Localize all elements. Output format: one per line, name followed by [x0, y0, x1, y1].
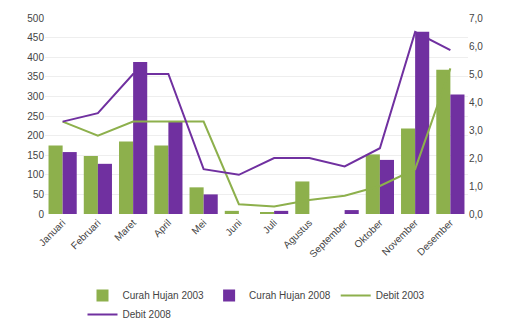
svg-text:November: November — [380, 217, 421, 258]
svg-text:September: September — [307, 217, 350, 260]
svg-text:Juli: Juli — [261, 217, 279, 235]
svg-text:April: April — [151, 217, 173, 239]
svg-text:6,0: 6,0 — [469, 41, 483, 52]
svg-text:Curah Hujan 2008: Curah Hujan 2008 — [249, 290, 331, 301]
svg-text:3,0: 3,0 — [469, 125, 483, 136]
svg-text:450: 450 — [27, 32, 44, 43]
svg-text:200: 200 — [27, 130, 44, 141]
svg-text:50: 50 — [33, 189, 45, 200]
svg-text:1,0: 1,0 — [469, 181, 483, 192]
svg-text:Februari: Februari — [69, 217, 103, 251]
svg-text:Maret: Maret — [112, 217, 138, 243]
svg-text:350: 350 — [27, 71, 44, 82]
svg-text:400: 400 — [27, 52, 44, 63]
svg-text:0: 0 — [38, 209, 44, 220]
svg-text:500: 500 — [27, 13, 44, 24]
svg-text:Debit 2003: Debit 2003 — [376, 290, 425, 301]
svg-text:0,0: 0,0 — [469, 209, 483, 220]
svg-text:Oktober: Oktober — [352, 217, 385, 250]
svg-text:250: 250 — [27, 111, 44, 122]
svg-text:Curah Hujan 2003: Curah Hujan 2003 — [123, 290, 205, 301]
svg-text:2,0: 2,0 — [469, 153, 483, 164]
svg-text:Debit 2008: Debit 2008 — [123, 309, 172, 320]
svg-text:300: 300 — [27, 91, 44, 102]
svg-text:Juni: Juni — [223, 217, 244, 238]
svg-text:4,0: 4,0 — [469, 97, 483, 108]
svg-text:Januari: Januari — [37, 217, 68, 248]
svg-text:Desember: Desember — [415, 217, 456, 258]
svg-text:7,0: 7,0 — [469, 13, 483, 24]
svg-text:5,0: 5,0 — [469, 69, 483, 80]
svg-text:100: 100 — [27, 169, 44, 180]
svg-text:Mei: Mei — [189, 217, 208, 236]
svg-text:150: 150 — [27, 150, 44, 161]
svg-text:Agustus: Agustus — [281, 217, 314, 250]
